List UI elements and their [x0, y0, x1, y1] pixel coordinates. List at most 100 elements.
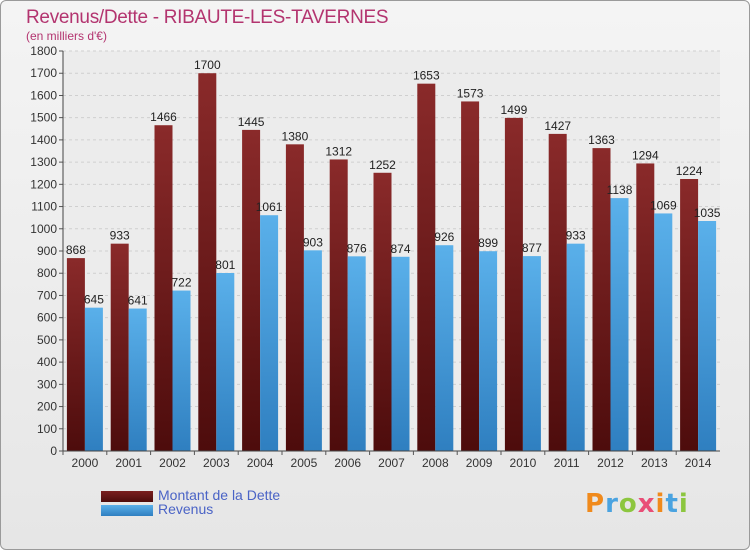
data-label-dette: 1252: [369, 158, 396, 172]
data-label-dette: 868: [66, 243, 86, 257]
y-tick-label: 1100: [31, 200, 57, 214]
data-label-dette: 1312: [325, 144, 352, 158]
data-label-revenus: 876: [347, 241, 367, 255]
bar-dette: [329, 159, 348, 451]
bar-revenus: [698, 221, 717, 451]
bar-revenus: [84, 307, 103, 451]
bar-dette: [461, 101, 480, 451]
legend-label-revenus: Revenus: [158, 501, 214, 517]
data-label-revenus: 1061: [256, 200, 283, 214]
x-tick-label: 2005: [291, 456, 318, 470]
x-tick-label: 2004: [247, 456, 274, 470]
data-label-revenus: 722: [171, 276, 191, 290]
bar-revenus: [654, 213, 673, 451]
bar-revenus: [347, 256, 366, 451]
proxiti-logo: Proxiti: [585, 489, 689, 519]
x-tick-label: 2012: [597, 456, 624, 470]
bar-dette: [198, 73, 217, 451]
data-label-revenus: 874: [390, 242, 410, 256]
data-label-dette: 1653: [413, 69, 440, 83]
x-tick-label: 2008: [422, 456, 449, 470]
bar-revenus: [172, 290, 191, 451]
x-tick-label: 2007: [378, 456, 405, 470]
y-tick-label: 900: [37, 244, 57, 258]
data-label-dette: 1499: [501, 103, 528, 117]
data-label-dette: 1294: [632, 148, 659, 162]
y-tick-label: 600: [37, 311, 57, 325]
y-tick-label: 1300: [30, 155, 57, 169]
bar-revenus: [479, 251, 498, 451]
data-label-revenus: 926: [434, 230, 454, 244]
x-tick-label: 2009: [466, 456, 493, 470]
bar-revenus: [260, 215, 279, 451]
data-label-revenus: 933: [566, 229, 586, 243]
bars: 868 645 933 641 1466 722 1700 801 1445 1061 1380 90…: [66, 58, 721, 452]
bar-revenus: [566, 243, 585, 451]
data-label-revenus: 641: [128, 294, 148, 308]
x-tick-label: 2002: [159, 456, 186, 470]
y-tick-label: 500: [37, 333, 57, 347]
data-label-revenus: 899: [478, 236, 498, 250]
data-label-dette: 933: [110, 229, 130, 243]
data-label-revenus: 877: [522, 241, 542, 255]
axes: 0 100 200 300 400 500 600 700 800 900 1000 1100 1200…: [30, 44, 720, 470]
bar-revenus: [216, 273, 235, 451]
x-tick-label: 2000: [72, 456, 99, 470]
data-label-revenus: 645: [84, 293, 104, 307]
legend-swatch-dette: [101, 491, 153, 502]
legend-label-dette: Montant de la Dette: [158, 487, 281, 503]
data-label-dette: 1445: [238, 115, 265, 129]
bar-dette: [154, 125, 173, 451]
data-label-dette: 1363: [588, 133, 615, 147]
x-tick-label: 2006: [334, 456, 361, 470]
bar-revenus: [391, 256, 410, 451]
data-label-dette: 1700: [194, 58, 221, 72]
bar-dette: [110, 243, 129, 451]
bar-dette: [592, 148, 611, 451]
y-tick-label: 400: [37, 355, 57, 369]
data-label-dette: 1380: [282, 129, 309, 143]
bar-revenus: [522, 256, 541, 451]
y-tick-label: 700: [37, 288, 57, 302]
bar-revenus: [128, 308, 147, 451]
bar-dette: [285, 144, 304, 452]
x-tick-label: 2011: [554, 456, 580, 470]
x-tick-label: 2014: [685, 456, 712, 470]
y-tick-label: 200: [37, 400, 57, 414]
y-tick-label: 1800: [30, 44, 57, 58]
bar-revenus: [303, 250, 322, 451]
bar-dette: [417, 83, 436, 452]
bar-revenus: [610, 198, 629, 451]
data-label-dette: 1466: [150, 110, 177, 124]
data-label-revenus: 1138: [607, 183, 633, 197]
data-label-dette: 1573: [457, 86, 484, 100]
y-tick-label: 1500: [30, 111, 57, 125]
data-label-revenus: 1035: [694, 206, 721, 220]
chart-subtitle: (en milliers d'€): [26, 29, 107, 43]
x-tick-label: 2001: [115, 456, 142, 470]
y-tick-label: 1600: [30, 88, 57, 102]
y-tick-label: 1700: [30, 66, 57, 80]
data-label-dette: 1224: [676, 164, 703, 178]
y-tick-label: 0: [50, 444, 57, 458]
y-tick-label: 1400: [30, 133, 57, 147]
y-tick-label: 1200: [30, 177, 57, 191]
data-label-revenus: 903: [303, 235, 323, 249]
bar-dette: [548, 133, 567, 451]
y-tick-label: 800: [37, 266, 57, 280]
bar-dette: [636, 163, 655, 451]
x-tick-label: 2003: [203, 456, 230, 470]
bar-dette: [373, 172, 392, 451]
bar-dette: [242, 129, 261, 451]
bar-revenus: [435, 245, 454, 451]
bar-dette: [66, 258, 85, 451]
bar-dette: [504, 117, 523, 451]
legend-swatch-revenus: [101, 505, 153, 516]
data-label-revenus: 801: [215, 258, 235, 272]
chart-title: Revenus/Dette - RIBAUTE-LES-TAVERNES: [26, 7, 389, 28]
data-label-dette: 1427: [544, 119, 571, 133]
x-tick-label: 2013: [641, 456, 668, 470]
y-tick-label: 300: [37, 377, 57, 391]
